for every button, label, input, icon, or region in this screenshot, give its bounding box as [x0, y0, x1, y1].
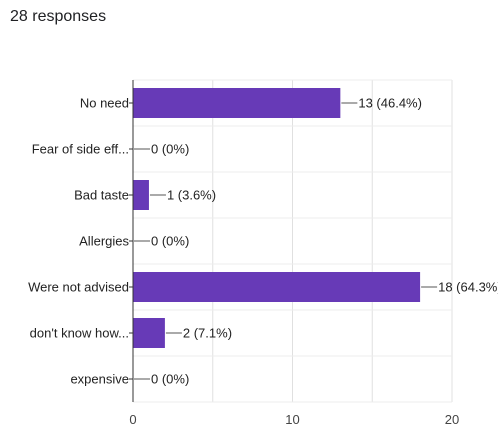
data-label: 0 (0%): [151, 142, 189, 157]
bar-4: [133, 272, 421, 302]
category-label: Allergies: [79, 234, 129, 249]
responses-count: 28 responses: [10, 8, 107, 25]
data-label: 18 (64.3%): [438, 280, 498, 295]
x-tick-label: 0: [129, 412, 136, 427]
bar-5: [133, 318, 165, 348]
data-label: 0 (0%): [151, 372, 189, 387]
category-label: Bad taste: [74, 188, 129, 203]
data-label: 2 (7.1%): [183, 326, 232, 341]
category-label: No need: [80, 96, 129, 111]
category-label: expensive: [70, 372, 129, 387]
bar-2: [133, 180, 149, 210]
category-label: don't know how...: [30, 326, 129, 341]
x-tick-label: 20: [445, 412, 459, 427]
x-tick-label: 10: [285, 412, 299, 427]
data-label: 0 (0%): [151, 234, 189, 249]
data-label: 1 (3.6%): [167, 188, 216, 203]
category-label: Fear of side eff...: [32, 142, 129, 157]
category-label: Were not advised: [28, 280, 129, 295]
data-label: 13 (46.4%): [358, 96, 422, 111]
bar-0: [133, 88, 341, 118]
